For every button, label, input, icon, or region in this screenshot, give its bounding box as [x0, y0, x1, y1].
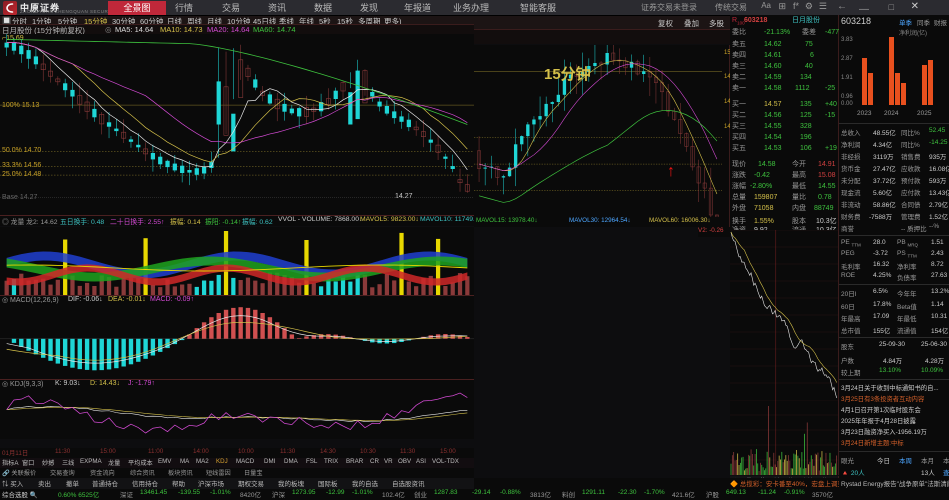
svg-text:2023: 2023 [857, 110, 872, 115]
svg-text:2025: 2025 [917, 110, 932, 115]
svg-text:3.83: 3.83 [841, 37, 853, 43]
svg-text:2.87: 2.87 [841, 56, 853, 62]
svg-text:2024: 2024 [884, 110, 899, 115]
svg-text:0.00: 0.00 [841, 101, 853, 107]
svg-text:0.96: 0.96 [841, 94, 853, 100]
svg-text:1.91: 1.91 [841, 75, 853, 81]
